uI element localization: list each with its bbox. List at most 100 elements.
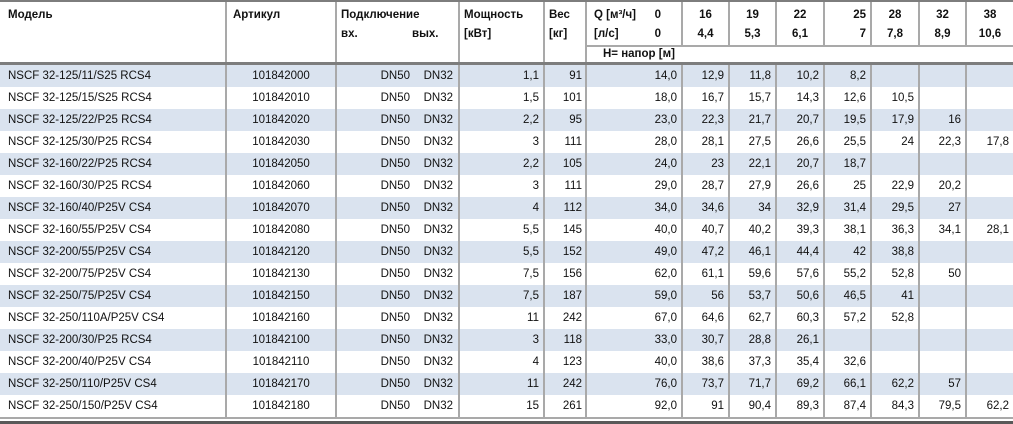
head-cell — [920, 241, 967, 263]
article-cell: 101842160 — [227, 307, 337, 329]
inlet-value: DN50 — [380, 356, 410, 368]
flow-ls-value: 7,8 — [887, 28, 903, 40]
col-header-connection-label: Подключение — [341, 9, 420, 21]
article-cell: 101842050 — [227, 153, 337, 175]
outlet-value: DN32 — [423, 70, 453, 82]
outlet-value: DN32 — [423, 268, 453, 280]
weight-cell: 156 — [545, 263, 587, 285]
outlet-value: DN32 — [423, 202, 453, 214]
head-cell: 31,4 — [825, 197, 872, 219]
power-cell: 3 — [460, 175, 545, 197]
connection-cell: DN50 DN32 — [337, 329, 460, 351]
head-cell: 16,7 — [683, 87, 730, 109]
power-cell: 7,5 — [460, 263, 545, 285]
head-cell: 25,5 — [825, 131, 872, 153]
head-cell: 22,9 — [872, 175, 920, 197]
head-cell: 50 — [920, 263, 967, 285]
connection-cell: DN50 DN32 — [337, 263, 460, 285]
head-cell — [920, 87, 967, 109]
col-header-inlet-label: вх. — [341, 28, 358, 40]
head-cell: 67,0 — [587, 307, 683, 329]
head-cell: 79,5 — [920, 395, 967, 417]
col-header-weight-label: Вес — [549, 9, 570, 21]
head-cell: 38,8 — [872, 241, 920, 263]
head-cell: 42 — [825, 241, 872, 263]
head-cell: 26,6 — [777, 175, 825, 197]
outlet-value: DN32 — [423, 136, 453, 148]
inlet-value: DN50 — [380, 224, 410, 236]
outlet-value: DN32 — [423, 312, 453, 324]
head-cell: 55,2 — [825, 263, 872, 285]
model-cell: NSCF 32-250/75/P25V CS4 — [0, 285, 227, 307]
power-cell: 5,5 — [460, 241, 545, 263]
article-cell: 101842110 — [227, 351, 337, 373]
col-header-connection: Подключение вх. вых. — [337, 2, 460, 62]
head-cell: 23 — [683, 153, 730, 175]
head-cell — [967, 109, 1013, 131]
q-ls-label: [л/с] — [594, 28, 619, 40]
weight-cell: 242 — [545, 373, 587, 395]
weight-cell: 123 — [545, 351, 587, 373]
head-cell: 16 — [920, 109, 967, 131]
flow-column-header: 22 6,1 — [777, 2, 825, 47]
head-cell: 28,8 — [730, 329, 777, 351]
inlet-value: DN50 — [380, 70, 410, 82]
head-cell: 38,1 — [825, 219, 872, 241]
head-cell — [872, 351, 920, 373]
article-cell: 101842120 — [227, 241, 337, 263]
head-cell: 52,8 — [872, 307, 920, 329]
head-cell: 57,6 — [777, 263, 825, 285]
flow-column-header: 19 5,3 — [730, 2, 777, 47]
head-cell: 29,5 — [872, 197, 920, 219]
flow-column-header: 25 7 — [825, 2, 872, 47]
col-header-article: Артикул — [227, 2, 337, 62]
head-cell — [967, 307, 1013, 329]
connection-cell: DN50 DN32 — [337, 373, 460, 395]
head-cell: 34 — [730, 197, 777, 219]
weight-cell: 91 — [545, 65, 587, 87]
head-cell: 25 — [825, 175, 872, 197]
head-cell — [920, 329, 967, 351]
head-cell: 28,1 — [683, 131, 730, 153]
table-row: NSCF 32-250/110A/P25V CS4 101842160 DN50… — [0, 307, 1013, 329]
flow-ls-value: 8,9 — [934, 28, 951, 40]
head-cell — [920, 153, 967, 175]
inlet-value: DN50 — [380, 114, 410, 126]
table-row: NSCF 32-160/40/P25V CS4 101842070 DN50 D… — [0, 197, 1013, 219]
power-cell: 3 — [460, 131, 545, 153]
head-cell: 18,7 — [825, 153, 872, 175]
table-row: NSCF 32-160/55/P25V CS4 101842080 DN50 D… — [0, 219, 1013, 241]
inlet-value: DN50 — [380, 290, 410, 302]
flow-m3h-value: 28 — [888, 9, 902, 21]
connection-cell: DN50 DN32 — [337, 197, 460, 219]
weight-cell: 187 — [545, 285, 587, 307]
table-row: NSCF 32-125/15/S25 RCS4 101842010 DN50 D… — [0, 87, 1013, 109]
col-header-power: Мощность [кВт] — [460, 2, 545, 62]
head-cell: 21,7 — [730, 109, 777, 131]
head-cell: 49,0 — [587, 241, 683, 263]
outlet-value: DN32 — [423, 334, 453, 346]
article-cell: 101842150 — [227, 285, 337, 307]
connection-cell: DN50 DN32 — [337, 153, 460, 175]
model-cell: NSCF 32-200/55/P25V CS4 — [0, 241, 227, 263]
head-cell — [967, 175, 1013, 197]
outlet-value: DN32 — [423, 356, 453, 368]
head-cell — [967, 351, 1013, 373]
head-cell: 23,0 — [587, 109, 683, 131]
model-cell: NSCF 32-125/22/P25 RCS4 — [0, 109, 227, 131]
head-cell — [967, 329, 1013, 351]
head-cell — [920, 351, 967, 373]
table-row: NSCF 32-160/30/P25 RCS4 101842060 DN50 D… — [0, 175, 1013, 197]
connection-cell: DN50 DN32 — [337, 65, 460, 87]
head-cell: 34,6 — [683, 197, 730, 219]
head-cell: 50,6 — [777, 285, 825, 307]
flow-m3h-value: 32 — [936, 9, 949, 21]
head-cell: 34,0 — [587, 197, 683, 219]
weight-cell: 145 — [545, 219, 587, 241]
power-cell: 4 — [460, 351, 545, 373]
col-header-weight-unit: [кг] — [549, 28, 568, 40]
power-cell: 11 — [460, 307, 545, 329]
bottom-rule — [0, 421, 1013, 424]
model-cell: NSCF 32-250/110A/P25V CS4 — [0, 307, 227, 329]
model-cell: NSCF 32-160/40/P25V CS4 — [0, 197, 227, 219]
